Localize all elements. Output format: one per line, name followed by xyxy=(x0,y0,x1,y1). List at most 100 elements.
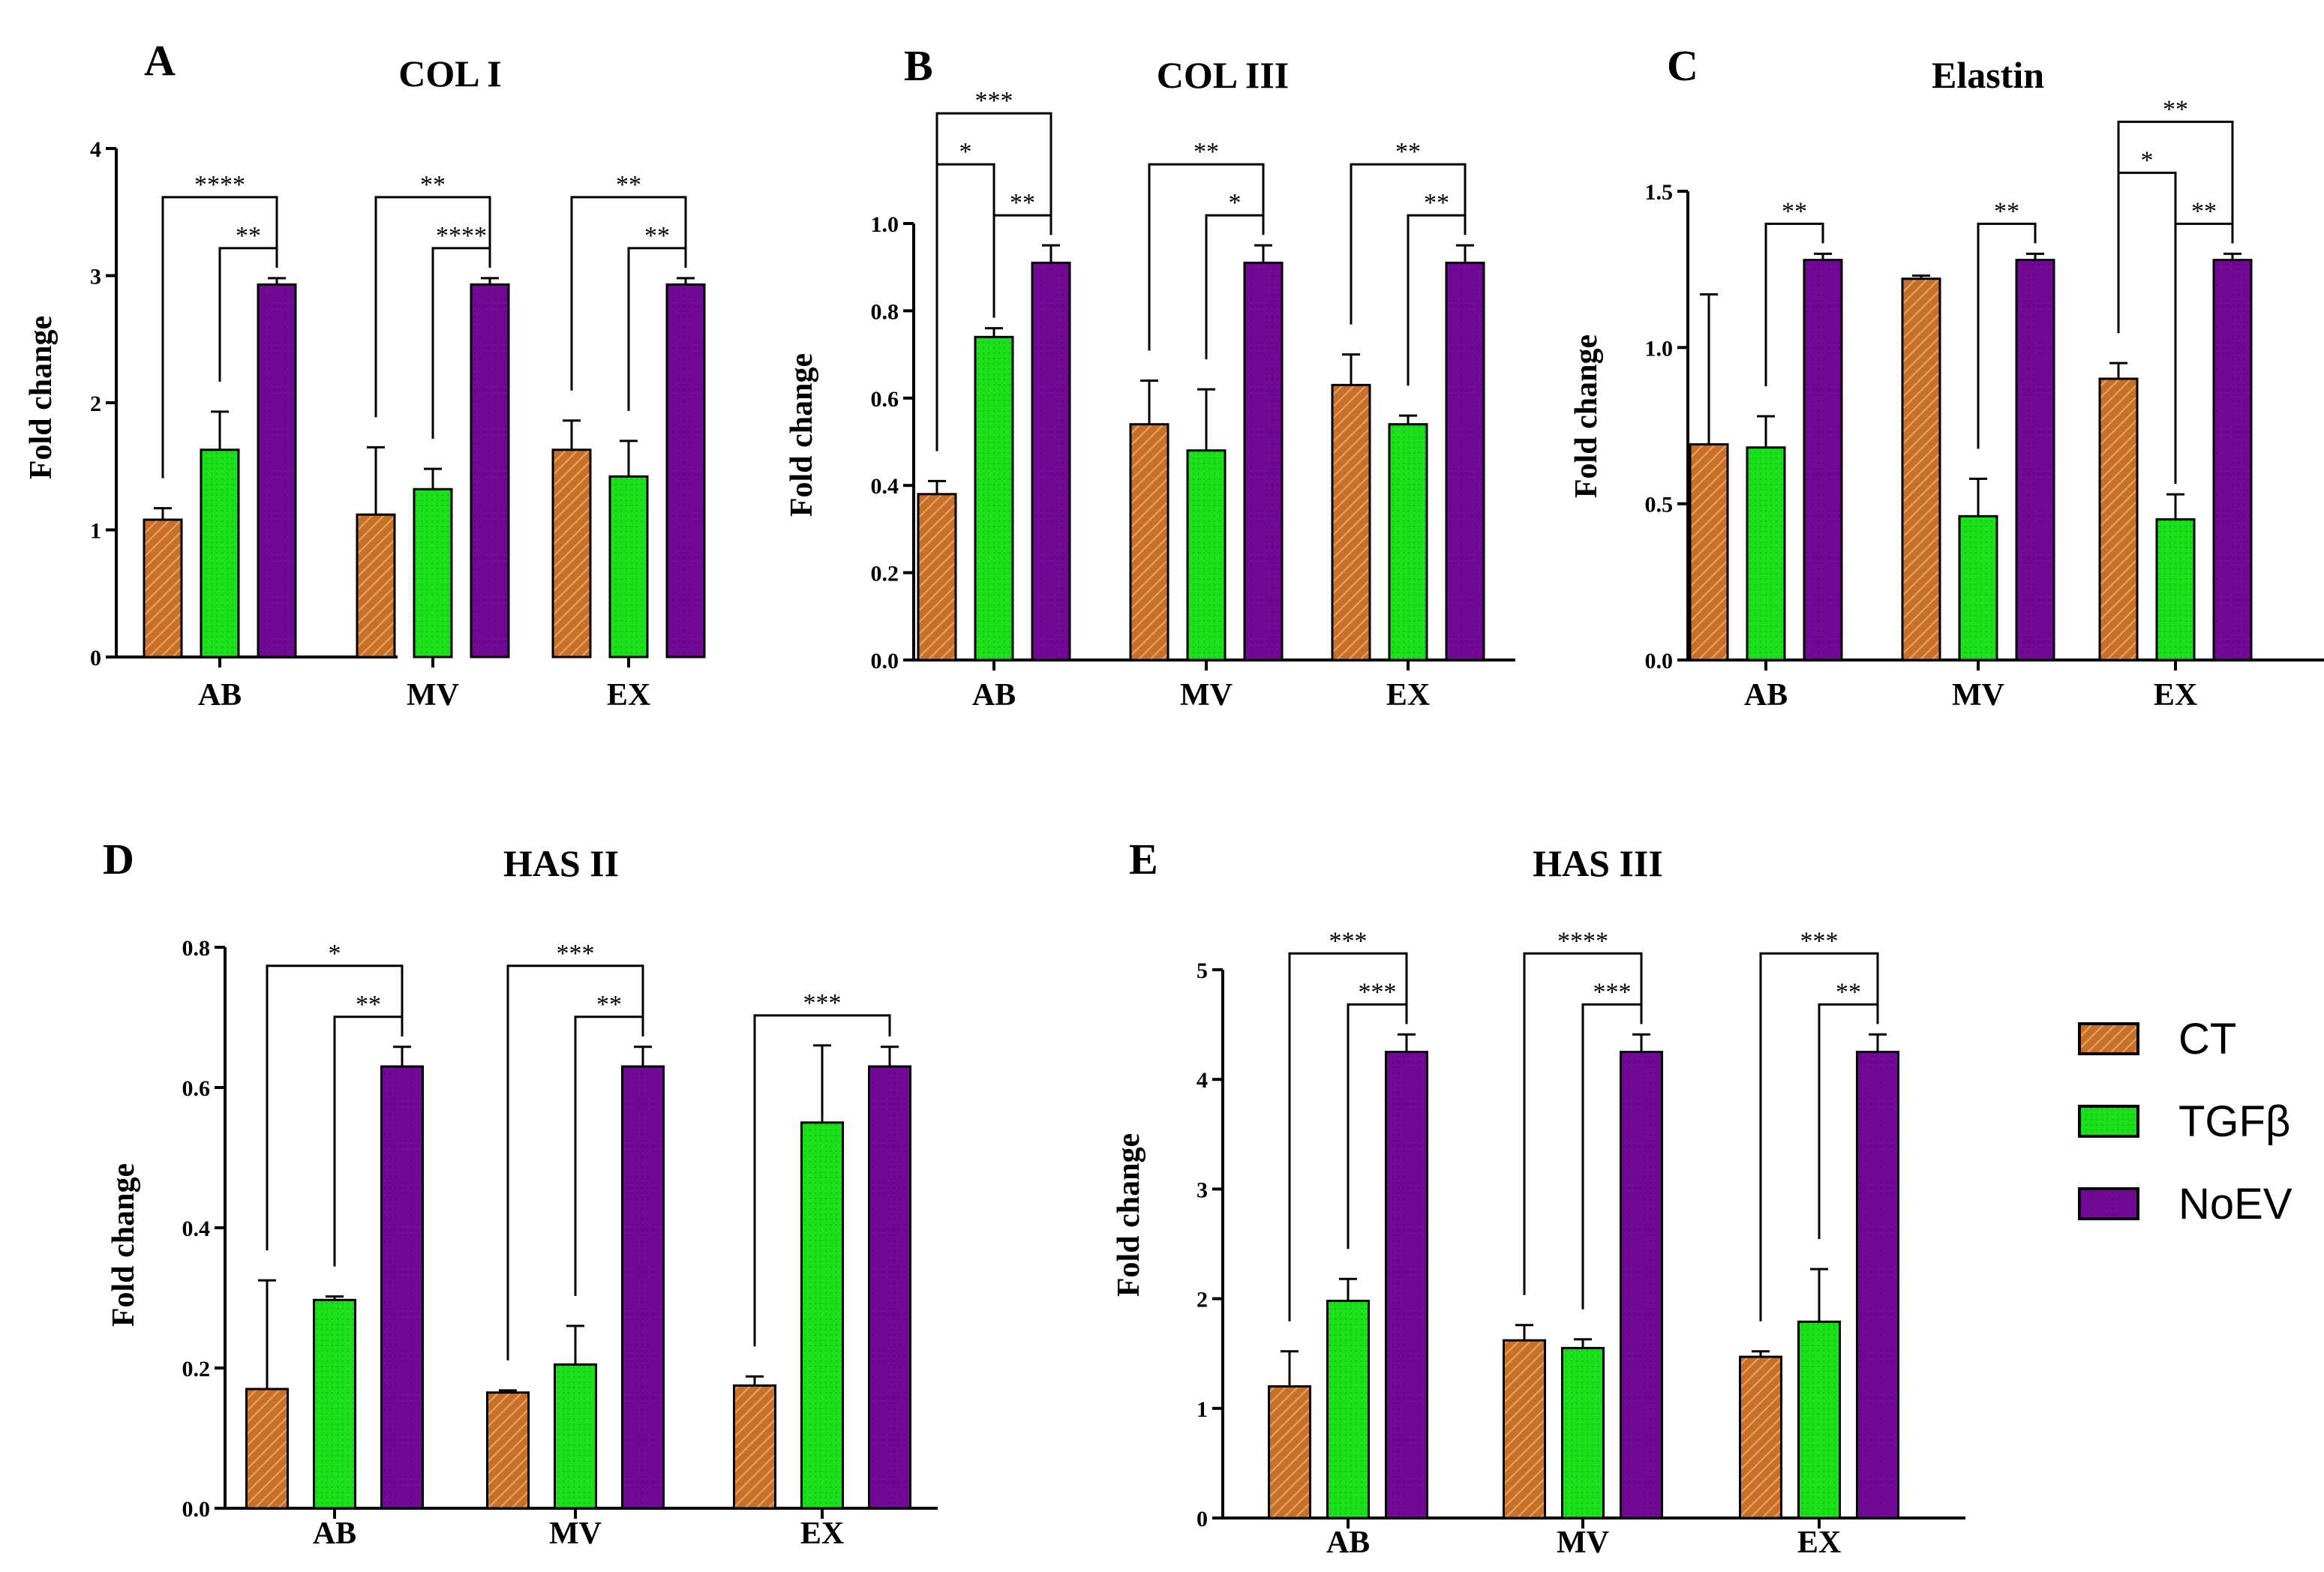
significance-label: ** xyxy=(1424,189,1449,217)
x-tick-label: EX xyxy=(1386,678,1430,712)
legend-label: NoEV xyxy=(2178,1180,2292,1228)
bar-noev-ex xyxy=(2212,259,2253,662)
significance-label: *** xyxy=(557,940,595,968)
significance-label: *** xyxy=(803,989,842,1017)
legend-item-ct: CT xyxy=(2078,1015,2236,1064)
y-axis-label: Fold change xyxy=(24,316,59,479)
chart-title: HAS III xyxy=(1533,842,1663,884)
significance-bracket xyxy=(1350,163,1467,325)
x-tick-label: MV xyxy=(549,1516,602,1551)
panel-letter: B xyxy=(904,41,933,90)
significance-bracket xyxy=(374,196,491,418)
x-tick-label: MV xyxy=(1180,678,1233,712)
significance-label: **** xyxy=(194,171,245,199)
panel-letter: A xyxy=(144,36,176,85)
x-tick-label: MV xyxy=(1557,1526,1609,1560)
legend-swatch xyxy=(2078,1022,2139,1055)
bar-tgfb-mv xyxy=(1186,449,1227,662)
significance-label: * xyxy=(1229,189,1242,217)
bar-tgfb-mv xyxy=(413,488,453,658)
y-tick-label: 0.8 xyxy=(182,936,211,961)
significance-bracket xyxy=(1759,952,1879,1322)
x-tick-label: EX xyxy=(800,1516,844,1551)
significance-bracket xyxy=(570,196,687,391)
bar-tgfb-ab xyxy=(974,335,1014,662)
y-tick-label: 0 xyxy=(90,646,101,670)
significance-label: *** xyxy=(1593,978,1632,1006)
significance-label: ** xyxy=(1836,978,1861,1006)
bar-noev-ex xyxy=(1445,261,1485,662)
bar-ct-ab xyxy=(1268,1385,1311,1520)
y-axis-label: Fold change xyxy=(1569,334,1604,498)
significance-label: ** xyxy=(1010,189,1035,217)
significance-label: ** xyxy=(356,991,381,1018)
bar-ct-ex xyxy=(733,1384,776,1510)
significance-bracket xyxy=(2117,120,2234,334)
significance-label: ** xyxy=(1194,138,1219,166)
significance-bracket xyxy=(506,964,644,1360)
significance-bracket xyxy=(1148,163,1265,351)
bar-noev-ab xyxy=(1803,259,1843,662)
bar-noev-mv xyxy=(470,283,510,658)
significance-label: *** xyxy=(1359,978,1397,1006)
significance-bracket xyxy=(1764,222,1824,386)
y-tick-label: 0.2 xyxy=(871,562,899,586)
bar-noev-ab xyxy=(380,1065,424,1510)
y-tick-label: 1.5 xyxy=(1645,180,1674,205)
significance-label: ** xyxy=(2163,95,2188,123)
y-tick-label: 1.0 xyxy=(871,212,899,237)
bar-ct-mv xyxy=(486,1391,530,1510)
chart-title: COL I xyxy=(398,52,502,94)
panel-letter: E xyxy=(1129,835,1158,884)
panel-letter: D xyxy=(103,835,134,884)
significance-label: *** xyxy=(1800,927,1839,955)
significance-bracket xyxy=(753,1014,891,1347)
bar-ct-mv xyxy=(1129,423,1170,662)
x-tick-label: AB xyxy=(1744,678,1788,712)
bar-ct-ex xyxy=(1739,1355,1782,1520)
y-tick-label: 4 xyxy=(90,137,101,162)
bar-ct-mv xyxy=(356,513,396,658)
y-tick-label: 4 xyxy=(1197,1068,1208,1093)
bar-tgfb-ex xyxy=(2155,518,2196,662)
y-tick-label: 0.0 xyxy=(871,649,899,674)
y-tick-label: 0.2 xyxy=(182,1357,211,1382)
significance-bracket xyxy=(266,964,404,1251)
bar-noev-ex xyxy=(868,1065,911,1510)
significance-label: ** xyxy=(596,991,622,1018)
significance-label: * xyxy=(959,138,972,166)
x-tick-label: AB xyxy=(1326,1526,1370,1560)
x-tick-label: MV xyxy=(1952,678,2004,712)
bar-noev-mv xyxy=(1620,1051,1663,1520)
y-tick-label: 0 xyxy=(1197,1507,1208,1532)
bar-ct-mv xyxy=(1503,1339,1546,1520)
x-tick-label: AB xyxy=(313,1516,356,1551)
bar-ct-ex xyxy=(551,448,592,658)
bar-tgfb-ab xyxy=(1746,446,1786,662)
bar-noev-mv xyxy=(2015,259,2055,662)
y-tick-label: 0.8 xyxy=(871,299,899,324)
bar-noev-ab xyxy=(1031,261,1071,662)
significance-bracket xyxy=(935,112,1052,452)
y-tick-label: 0.0 xyxy=(1645,649,1674,674)
bar-tgfb-ex xyxy=(608,475,649,658)
bar-noev-ex xyxy=(665,283,706,658)
significance-label: **** xyxy=(1557,927,1608,955)
y-tick-label: 0.6 xyxy=(871,387,899,412)
bar-tgfb-mv xyxy=(554,1363,597,1510)
bar-ct-ab xyxy=(917,493,957,662)
significance-label: ** xyxy=(236,222,261,250)
significance-label: ** xyxy=(420,171,446,199)
bar-noev-mv xyxy=(621,1065,665,1510)
y-tick-label: 1.0 xyxy=(1645,336,1674,361)
significance-label: ** xyxy=(1994,197,2019,225)
significance-label: * xyxy=(2141,146,2154,174)
bar-ct-ab xyxy=(1689,443,1729,662)
chart-title: Elastin xyxy=(1932,54,2044,96)
x-tick-label: AB xyxy=(972,678,1016,712)
x-tick-label: EX xyxy=(2154,678,2197,712)
